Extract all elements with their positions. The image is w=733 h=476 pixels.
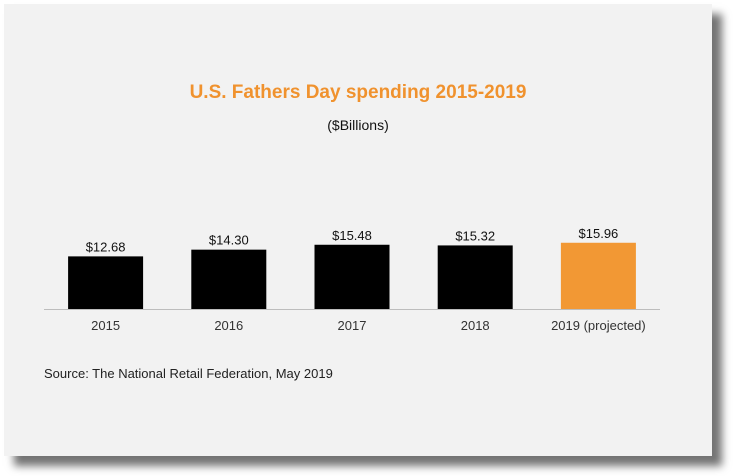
x-tick-label-2016: 2016 — [214, 318, 243, 333]
data-label-2015: $12.68 — [86, 239, 126, 254]
bars-layer — [68, 242, 636, 309]
bar-2019 (projected) — [560, 242, 636, 309]
ticks-layer: 2015 2016 2017 2018 2019 (projected) — [91, 318, 646, 333]
x-tick-label-2015: 2015 — [91, 318, 120, 333]
data-label-2017: $15.48 — [332, 228, 372, 243]
labels-layer: $12.68 $14.30 $15.48 $15.32 $15.96 — [86, 226, 619, 255]
bar-2017 — [314, 244, 390, 309]
data-label-2019 (projected): $15.96 — [579, 226, 619, 241]
source-note: Source: The National Retail Federation, … — [44, 366, 333, 381]
x-tick-label-2018: 2018 — [461, 318, 490, 333]
bar-2018 — [437, 245, 513, 309]
x-tick-label-2019 (projected): 2019 (projected) — [551, 318, 646, 333]
x-tick-label-2017: 2017 — [338, 318, 367, 333]
chart-title: U.S. Fathers Day spending 2015-2019 — [189, 82, 527, 103]
bar-2016 — [191, 249, 267, 309]
chart-subtitle: ($Billions) — [327, 117, 389, 133]
bar-2015 — [68, 256, 144, 309]
chart-card: U.S. Fathers Day spending 2015-2019 ($Bi… — [4, 4, 712, 456]
bar-chart: $12.68 $14.30 $15.48 $15.32 $15.96 2015 2016 2… — [44, 226, 660, 333]
data-label-2016: $14.30 — [209, 233, 249, 248]
data-label-2018: $15.32 — [455, 228, 495, 243]
